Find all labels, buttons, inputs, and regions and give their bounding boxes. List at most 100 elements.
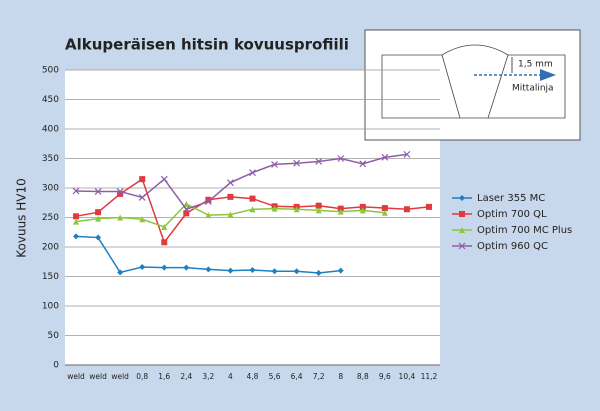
- x-tick-label: 5,6: [269, 372, 281, 381]
- marker: [381, 153, 389, 161]
- series-line: [76, 153, 408, 211]
- marker: [271, 268, 278, 275]
- x-tick-label: 7,2: [313, 372, 325, 381]
- marker: [315, 158, 323, 165]
- y-tick-label: 50: [48, 331, 60, 341]
- marker: [315, 269, 322, 276]
- marker: [337, 155, 345, 162]
- marker: [381, 209, 388, 216]
- marker: [227, 193, 234, 200]
- weld-edge: [441, 54, 509, 119]
- marker: [161, 239, 168, 246]
- x-tick-label: 8: [338, 372, 343, 381]
- y-tick-label: 450: [42, 95, 59, 105]
- x-tick-label: weld: [67, 372, 85, 381]
- marker: [73, 218, 80, 225]
- marker: [249, 169, 256, 177]
- marker: [95, 234, 102, 241]
- marker: [117, 214, 124, 221]
- marker: [458, 242, 466, 250]
- marker: [73, 233, 80, 240]
- y-tick-label: 200: [42, 243, 59, 253]
- marker: [459, 227, 465, 233]
- marker: [95, 209, 102, 216]
- marker: [227, 179, 234, 187]
- x-tick-label: weld: [111, 372, 129, 381]
- marker: [249, 206, 256, 213]
- marker: [381, 205, 388, 212]
- marker: [249, 195, 256, 202]
- y-tick-label: 500: [42, 66, 59, 76]
- x-tick-label: 4: [228, 372, 233, 381]
- y-tick-label: 250: [42, 213, 59, 223]
- marker: [94, 188, 102, 195]
- marker: [160, 175, 168, 183]
- marker: [161, 223, 168, 230]
- marker: [182, 205, 190, 213]
- x-tick-label: 11,2: [421, 372, 438, 381]
- y-tick-label: 0: [53, 361, 59, 371]
- inset-box: [364, 29, 581, 141]
- y-axis-label: Kovuus HV10: [15, 178, 29, 258]
- y-tick-label: 350: [42, 154, 59, 164]
- x-tick-label: 1,6: [158, 372, 170, 381]
- y-tick-label: 300: [42, 184, 59, 194]
- x-tick-label: 10,4: [399, 372, 416, 381]
- marker: [459, 211, 465, 217]
- marker: [116, 188, 124, 195]
- marker: [403, 206, 410, 213]
- inset-label: Mittalinja: [512, 84, 554, 94]
- marker: [359, 207, 366, 214]
- marker: [293, 206, 300, 213]
- legend-label: Laser 355 MC: [477, 193, 545, 204]
- inset: 1,5 mm Mittalinja: [364, 29, 581, 141]
- marker: [249, 267, 256, 274]
- series: [72, 150, 411, 213]
- marker: [293, 268, 300, 275]
- x-tick-label: 2,4: [180, 372, 192, 381]
- marker: [315, 207, 322, 214]
- marker: [161, 264, 168, 271]
- marker: [73, 213, 80, 220]
- x-tick-label: 6,4: [291, 372, 303, 381]
- marker: [271, 205, 278, 212]
- marker: [72, 187, 80, 195]
- y-tick-label: 150: [42, 272, 59, 282]
- marker: [95, 215, 102, 222]
- x-tick-label: weld: [89, 372, 107, 381]
- marker: [139, 264, 146, 271]
- marker: [403, 150, 411, 158]
- marker: [359, 203, 366, 210]
- plate: [381, 44, 566, 119]
- marker: [138, 194, 146, 201]
- marker: [205, 212, 212, 219]
- legend-label: Optim 700 QL: [477, 209, 547, 220]
- x-tick-label: 4,8: [247, 372, 259, 381]
- x-tick-label: 8,8: [357, 372, 369, 381]
- marker: [271, 160, 278, 168]
- marker: [227, 211, 234, 218]
- legend-label: Optim 960 QC: [477, 241, 548, 252]
- marker: [183, 210, 190, 217]
- marker: [459, 195, 465, 201]
- x-tick-label: 9,6: [379, 372, 391, 381]
- y-tick-label: 400: [42, 125, 59, 135]
- marker: [227, 267, 234, 274]
- marker: [205, 196, 212, 203]
- marker: [139, 176, 146, 183]
- series: [73, 233, 344, 276]
- legend-label: Optim 700 MC Plus: [477, 225, 572, 236]
- y-tick-label: 100: [42, 302, 59, 312]
- marker: [205, 266, 212, 273]
- marker: [117, 190, 124, 197]
- dimension-text: 1,5 mm: [518, 60, 553, 70]
- marker: [359, 160, 367, 168]
- chart-title: Alkuperäisen hitsin kovuusprofiili: [65, 36, 349, 54]
- arrow: [540, 69, 556, 81]
- marker: [183, 264, 190, 271]
- x-tick-label: 0,8: [136, 372, 148, 381]
- marker: [204, 198, 212, 205]
- marker: [117, 269, 124, 276]
- marker: [183, 200, 190, 207]
